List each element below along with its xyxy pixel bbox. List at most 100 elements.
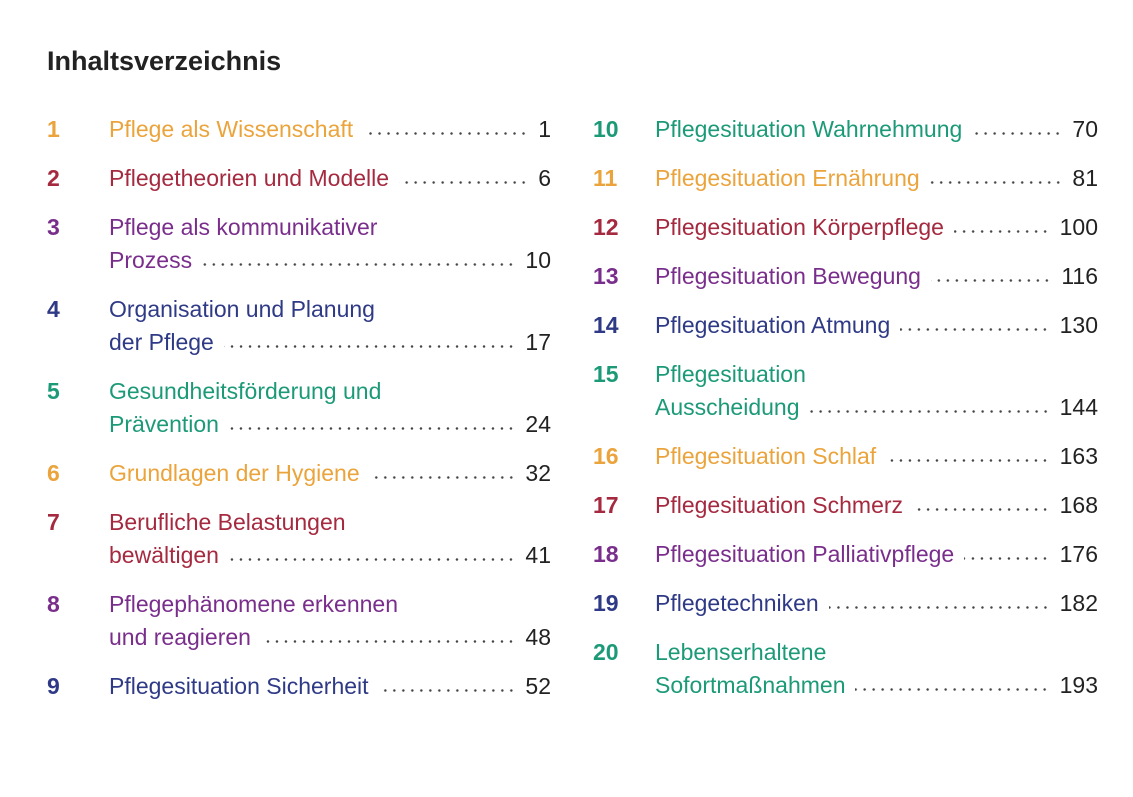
chapter-title: Pflegesituation Ernährung <box>655 165 920 191</box>
toc-entry: 2 Pflegetheorien und Modelle 6 <box>47 162 551 195</box>
chapter-number: 19 <box>593 590 619 616</box>
page-number: 48 <box>525 624 551 650</box>
toc-entry: 3 Pflege als kommunikativer Prozess 10 <box>47 211 551 277</box>
chapter-title-line: Pflegesituation <box>655 358 806 391</box>
page-number: 144 <box>1059 394 1098 420</box>
chapter-title: Pflegesituation Palliativpflege <box>655 541 955 567</box>
chapter-title-line: Pflegesituation Sicherheit 52 <box>109 670 551 703</box>
chapter-title-line: Sofortmaßnahmen 193 <box>655 669 1098 702</box>
chapter-number: 11 <box>593 165 618 191</box>
page-number: 41 <box>525 542 551 568</box>
chapter-title-line: Berufliche Belastungen <box>109 506 346 539</box>
chapter-title-line: Ausscheidung 144 <box>655 391 1098 424</box>
toc-entry: 12 Pflegesituation Körperpflege 100 <box>593 211 1098 244</box>
chapter-title: Ausscheidung <box>655 394 800 420</box>
chapter-number: 6 <box>47 460 60 486</box>
page-number: 163 <box>1059 443 1098 469</box>
toc-entry: 18 Pflegesituation Palliativpflege 176 <box>593 538 1098 571</box>
chapter-title: Gesundheitsförderung und <box>109 378 382 404</box>
chapter-title: Pflege als kommunikativer <box>109 214 378 240</box>
toc-entry: 20 Lebenserhaltene Sofortmaßnahmen 193 <box>593 636 1098 702</box>
chapter-title-line: Pflegesituation Wahrnehmung 70 <box>655 113 1098 146</box>
chapter-number: 1 <box>47 116 60 142</box>
page-number: 168 <box>1059 492 1098 518</box>
chapter-title-line: Pflegesituation Schmerz 168 <box>655 489 1098 522</box>
chapter-title: Pflegesituation Atmung <box>655 312 891 338</box>
chapter-number: 7 <box>47 509 60 535</box>
chapter-title-line: Pflegetechniken 182 <box>655 587 1098 620</box>
toc-entry: 19 Pflegetechniken 182 <box>593 587 1098 620</box>
chapter-title: Pflegephänomene erkennen <box>109 591 399 617</box>
dot-leader <box>228 558 516 561</box>
page-number: 32 <box>525 460 551 486</box>
dot-leader <box>378 689 516 692</box>
toc-entry: 9 Pflegesituation Sicherheit 52 <box>47 670 551 703</box>
page-number: 24 <box>525 411 551 437</box>
toc-entry: 10 Pflegesituation Wahrnehmung 70 <box>593 113 1098 146</box>
chapter-title-line: Lebenserhaltene <box>655 636 826 669</box>
chapter-title-line: Grundlagen der Hygiene 32 <box>109 457 551 490</box>
page-number: 52 <box>525 673 551 699</box>
dot-leader <box>399 181 529 184</box>
dot-leader <box>930 279 1052 282</box>
chapter-number: 8 <box>47 591 60 617</box>
chapter-title-line: Pflegesituation Schlaf 163 <box>655 440 1098 473</box>
dot-leader <box>972 132 1063 135</box>
chapter-title-line: der Pflege 17 <box>109 326 551 359</box>
chapter-title-line: Prävention 24 <box>109 408 551 441</box>
dot-leader <box>828 606 1050 609</box>
chapter-title: bewältigen <box>109 542 219 568</box>
dot-leader <box>953 230 1050 233</box>
chapter-title-line: Pflegetheorien und Modelle 6 <box>109 162 551 195</box>
page-number: 6 <box>538 165 551 191</box>
chapter-number: 17 <box>593 492 619 518</box>
page-number: 116 <box>1061 263 1098 289</box>
chapter-number: 10 <box>593 116 619 142</box>
chapter-title-line: bewältigen 41 <box>109 539 551 572</box>
page-number: 70 <box>1072 116 1098 142</box>
chapter-title-line: Pflegesituation Atmung 130 <box>655 309 1098 342</box>
chapter-title-line: Gesundheitsförderung und <box>109 375 381 408</box>
chapter-number: 4 <box>47 296 60 322</box>
toc-entry: 5 Gesundheitsförderung und Prävention 24 <box>47 375 551 441</box>
chapter-number: 3 <box>47 214 60 240</box>
page-number: 81 <box>1072 165 1098 191</box>
dot-leader <box>929 181 1063 184</box>
chapter-title-line: und reagieren 48 <box>109 621 551 654</box>
page-number: 17 <box>525 329 551 355</box>
dot-leader <box>900 328 1050 331</box>
chapter-title: Prävention <box>109 411 219 437</box>
dot-leader <box>260 640 516 643</box>
chapter-number: 2 <box>47 165 60 191</box>
chapter-title: Pflegesituation Sicherheit <box>109 673 369 699</box>
toc-entry: 16 Pflegesituation Schlaf 163 <box>593 440 1098 473</box>
chapter-title: Berufliche Belastungen <box>109 509 346 535</box>
title: Inhaltsverzeichnis <box>47 46 282 76</box>
dot-leader <box>202 263 516 266</box>
toc-entry: 1 Pflege als Wissenschaft 1 <box>47 113 551 146</box>
toc-entry: 7 Berufliche Belastungen bewältigen 41 <box>47 506 551 572</box>
chapter-title-line: Pflegesituation Ernährung 81 <box>655 162 1098 195</box>
chapter-title-line: Pflege als kommunikativer <box>109 211 377 244</box>
chapter-title: Pflegesituation Schlaf <box>655 443 877 469</box>
chapter-title: Prozess <box>109 247 193 273</box>
chapter-title: Pflegesituation Schmerz <box>655 492 904 518</box>
chapter-title-line: Pflegephänomene erkennen <box>109 588 398 621</box>
chapter-title: Grundlagen der Hygiene <box>109 460 360 486</box>
chapter-title: Pflegetechniken <box>655 590 819 616</box>
dot-leader <box>369 476 516 479</box>
chapter-title: Pflegesituation <box>655 361 806 387</box>
dot-leader <box>886 459 1050 462</box>
chapter-title: und reagieren <box>109 624 251 650</box>
dot-leader <box>809 410 1050 413</box>
chapter-title-line: Pflegesituation Bewegung 116 <box>655 260 1098 293</box>
toc-entry: 13 Pflegesituation Bewegung 116 <box>593 260 1098 293</box>
chapter-title: Pflege als Wissenschaft <box>109 116 354 142</box>
page-number: 130 <box>1059 312 1098 338</box>
chapter-number: 14 <box>593 312 619 338</box>
chapter-number: 9 <box>47 673 60 699</box>
toc-entry: 15 Pflegesituation Ausscheidung 144 <box>593 358 1098 424</box>
chapter-title-line: Organisation und Planung <box>109 293 375 326</box>
dot-leader <box>228 427 516 430</box>
